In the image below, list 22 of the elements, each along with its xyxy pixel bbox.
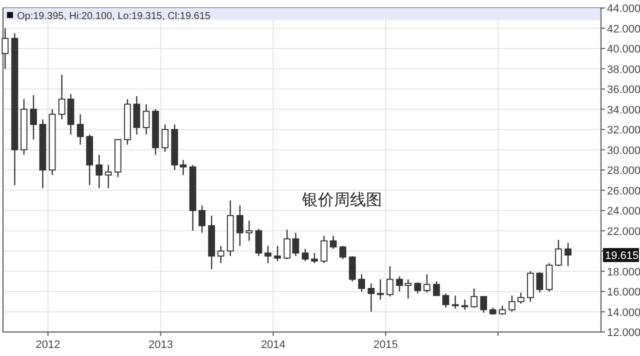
y-tick-label: 30.000	[607, 144, 640, 157]
y-tick-label: 36.000	[607, 84, 640, 96]
x-tick-label: 2014	[260, 339, 286, 351]
y-tick-label: 16.000	[607, 286, 640, 298]
annotation: Op:19.395, Hi:20.100, Lo:19.315, Cl:19.615	[17, 11, 211, 22]
y-tick-label: 42.000	[607, 23, 640, 36]
y-tick-label: 22.000	[607, 226, 640, 238]
y-tick-label: 28.000	[607, 165, 640, 177]
y-tick-label: 14.000	[607, 306, 640, 319]
y-tick-label: 32.000	[607, 124, 640, 136]
y-tick-label: 12.000	[607, 327, 640, 339]
x-tick-label: 2015	[373, 339, 398, 351]
x-tick-label: 2012	[36, 339, 60, 351]
y-tick-label: 44.000	[607, 3, 640, 15]
y-tick-label: 40.000	[607, 44, 640, 56]
y-tick-label: 26.000	[607, 185, 640, 198]
text: 银价周线图	[301, 191, 382, 209]
x-tick-label: 2013	[148, 339, 173, 351]
y-tick-label: 34.000	[607, 104, 640, 116]
y-tick-label: 38.000	[607, 64, 640, 76]
y-tick-label: 18.000	[607, 266, 640, 278]
y-tick-label: 24.000	[607, 206, 640, 218]
